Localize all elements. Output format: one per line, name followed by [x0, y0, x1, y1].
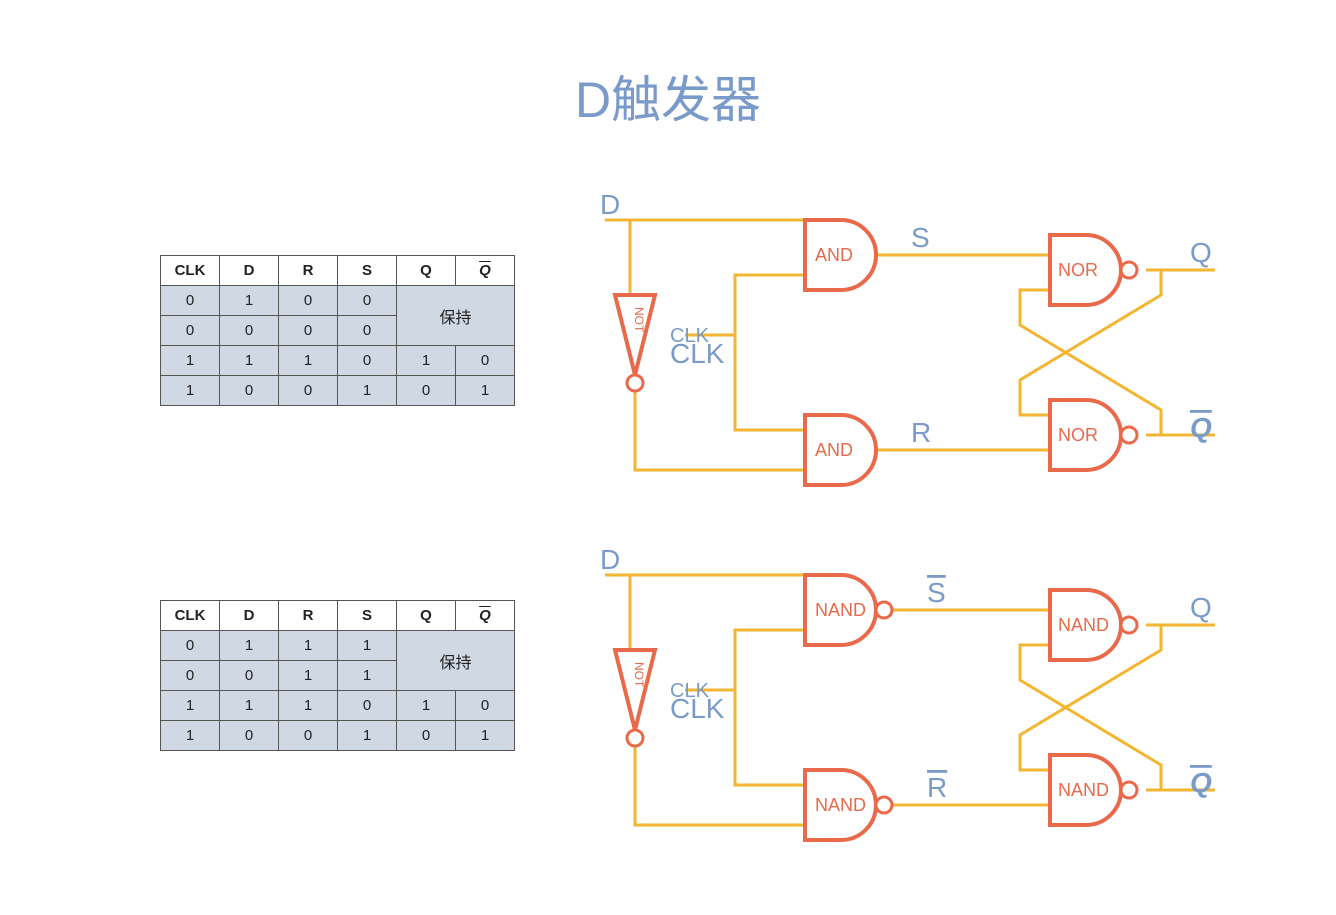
- table-cell-merged: 保持: [397, 286, 515, 346]
- table-cell: 0: [397, 376, 456, 406]
- table-cell: 0: [220, 376, 279, 406]
- gate-label: AND: [815, 245, 853, 265]
- table-cell: 0: [338, 346, 397, 376]
- col-header: D: [220, 256, 279, 286]
- signal-label: R: [927, 772, 947, 803]
- table-cell: 1: [220, 691, 279, 721]
- col-header: R: [279, 601, 338, 631]
- col-header: Q: [397, 256, 456, 286]
- table-cell: 1: [279, 691, 338, 721]
- signal-label: Q: [1190, 767, 1212, 798]
- table-cell: 1: [220, 286, 279, 316]
- col-header: Q: [397, 601, 456, 631]
- table-cell: 1: [220, 631, 279, 661]
- table-cell: 1: [279, 661, 338, 691]
- table-cell: 0: [161, 661, 220, 691]
- circuit-1: NOTNANDNANDNANDNANDDCLKCLKSRQQ: [575, 540, 1235, 860]
- table-cell: 0: [220, 721, 279, 751]
- col-header: D: [220, 601, 279, 631]
- gate-label: NOT: [632, 307, 646, 333]
- truth-table-0: CLKDRSQQ0100保持0000111010100101: [160, 255, 515, 406]
- table-cell: 1: [220, 346, 279, 376]
- signal-label: Q: [1190, 412, 1212, 443]
- table-cell: 1: [338, 721, 397, 751]
- truth-table-1: CLKDRSQQ0111保持0011111010100101: [160, 600, 515, 751]
- table-cell: 1: [161, 721, 220, 751]
- signal-label-clk: CLK: [670, 680, 710, 702]
- wire: [605, 220, 805, 295]
- bubble: [876, 602, 892, 618]
- table-cell: 1: [456, 721, 515, 751]
- col-header: R: [279, 256, 338, 286]
- gate-label: NOT: [632, 662, 646, 688]
- signal-label: S: [927, 577, 946, 608]
- circuit-0: NOTANDANDNORNORDCLKCLKSRQQ: [575, 185, 1235, 505]
- table-cell: 1: [161, 691, 220, 721]
- table-cell: 0: [338, 691, 397, 721]
- bubble: [1121, 262, 1137, 278]
- gate-label: NOR: [1058, 260, 1098, 280]
- bubble: [627, 730, 643, 746]
- page-title: D触发器: [0, 60, 1336, 132]
- table-cell: 0: [279, 286, 338, 316]
- wire: [605, 575, 805, 650]
- gate-label: NAND: [815, 795, 866, 815]
- table-cell: 1: [279, 346, 338, 376]
- signal-label-clk: CLK: [670, 325, 710, 347]
- table-cell: 1: [397, 346, 456, 376]
- table-cell: 0: [338, 316, 397, 346]
- col-header: Q: [456, 601, 515, 631]
- gate-label: NAND: [1058, 780, 1109, 800]
- table-cell: 0: [456, 346, 515, 376]
- col-header: CLK: [161, 256, 220, 286]
- col-header: CLK: [161, 601, 220, 631]
- signal-label: D: [600, 189, 620, 220]
- bubble: [876, 797, 892, 813]
- table-cell: 1: [338, 631, 397, 661]
- table-cell: 0: [338, 286, 397, 316]
- col-header: S: [338, 256, 397, 286]
- bubble: [627, 375, 643, 391]
- table-cell: 1: [161, 346, 220, 376]
- table-cell: 0: [456, 691, 515, 721]
- bubble: [1121, 617, 1137, 633]
- table-cell: 1: [456, 376, 515, 406]
- table-cell: 1: [279, 631, 338, 661]
- col-header: S: [338, 601, 397, 631]
- table-cell: 0: [161, 286, 220, 316]
- wire: [735, 335, 805, 430]
- table-cell: 0: [279, 376, 338, 406]
- table-cell: 0: [279, 721, 338, 751]
- signal-label: D: [600, 544, 620, 575]
- wire: [735, 690, 805, 785]
- table-cell: 1: [338, 661, 397, 691]
- signal-label: Q: [1190, 592, 1212, 623]
- signal-label: Q: [1190, 237, 1212, 268]
- table-cell: 0: [220, 316, 279, 346]
- table-cell: 1: [338, 376, 397, 406]
- table-cell: 1: [397, 691, 456, 721]
- signal-label: R: [911, 417, 931, 448]
- gate-label: NAND: [1058, 615, 1109, 635]
- table-cell: 0: [279, 316, 338, 346]
- col-header: Q: [456, 256, 515, 286]
- bubble: [1121, 782, 1137, 798]
- gate-label: NOR: [1058, 425, 1098, 445]
- table-cell: 0: [161, 316, 220, 346]
- table-cell: 1: [161, 376, 220, 406]
- table-cell: 0: [397, 721, 456, 751]
- table-cell: 0: [161, 631, 220, 661]
- signal-label: S: [911, 222, 930, 253]
- gate-label: AND: [815, 440, 853, 460]
- gate-label: NAND: [815, 600, 866, 620]
- table-cell-merged: 保持: [397, 631, 515, 691]
- table-cell: 0: [220, 661, 279, 691]
- bubble: [1121, 427, 1137, 443]
